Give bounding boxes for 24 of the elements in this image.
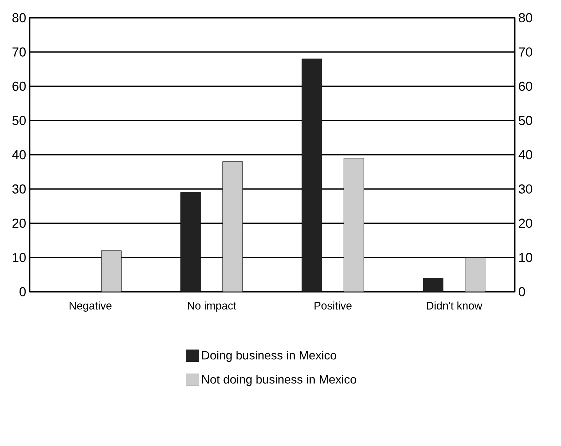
y-tick-label: 60	[12, 82, 26, 92]
y2-tick-label: 10	[520, 253, 532, 262]
y2-tick-label: 30	[519, 184, 532, 194]
y-tick-label: 70	[12, 48, 26, 57]
y2-tick-label: 0	[519, 287, 526, 297]
y-tick-label: 20	[12, 218, 26, 228]
x-tick-label: Positive	[314, 302, 352, 310]
y2-tick-label: 80	[519, 13, 532, 23]
x-tick-label: Negative	[70, 302, 112, 312]
legend-label: Not doing business in Mexico	[202, 375, 356, 386]
y-tick-label: 40	[12, 150, 26, 160]
x-tick-label: No impact	[188, 302, 236, 312]
y-tick-label: 0	[20, 287, 26, 297]
y2-tick-label: 50	[519, 116, 532, 126]
y2-tick-label: 40	[518, 150, 532, 160]
y2-tick-label: 20	[519, 218, 532, 228]
x-tick-label: Didn't know	[427, 302, 483, 310]
y-tick-label: 80	[12, 13, 26, 23]
y-tick-label: 10	[13, 253, 26, 262]
legend-label: Doing business in Mexico	[202, 350, 336, 362]
y2-tick-label: 60	[519, 82, 532, 92]
y-tick-label: 50	[12, 116, 26, 126]
y-tick-label: 30	[12, 184, 26, 194]
y2-tick-label: 70	[519, 48, 532, 57]
